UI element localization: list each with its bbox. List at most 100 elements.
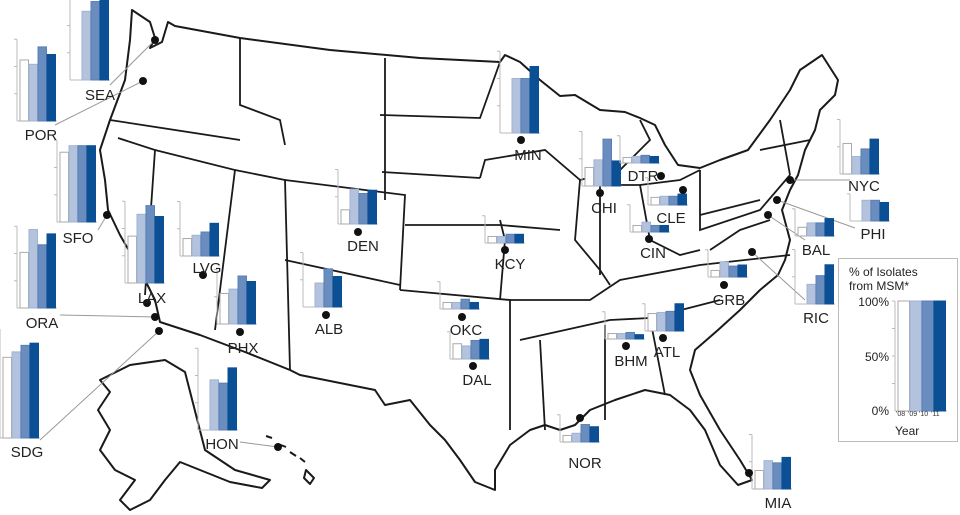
mini-chart-hon bbox=[195, 347, 238, 431]
bar-2008 bbox=[607, 333, 617, 340]
legend-title-line1: % of Isolates bbox=[849, 265, 918, 279]
city-label: MIN bbox=[514, 147, 542, 164]
bar-2008 bbox=[452, 343, 462, 360]
bar-2010 bbox=[505, 233, 515, 244]
contiguous-us-outline bbox=[99, 9, 839, 491]
city-marker bbox=[151, 313, 159, 321]
bar-2011 bbox=[469, 301, 479, 310]
mini-chart-por bbox=[14, 38, 57, 122]
city-label: PHI bbox=[860, 226, 886, 243]
bar-2010 bbox=[77, 145, 87, 223]
bar-2010 bbox=[860, 148, 870, 175]
bar-2008 bbox=[19, 251, 29, 309]
city-label: ALB bbox=[314, 321, 344, 338]
mini-chart-kcy bbox=[482, 215, 525, 244]
bar-2011 bbox=[209, 222, 219, 257]
city-marker bbox=[155, 327, 163, 335]
bar-2009 bbox=[81, 10, 91, 81]
bar-2011 bbox=[824, 264, 834, 305]
bar-2008 bbox=[584, 166, 594, 187]
mini-chart-sfo bbox=[54, 139, 97, 223]
bar-2008 bbox=[340, 209, 350, 225]
bar-2009 bbox=[593, 159, 603, 187]
city-marker bbox=[657, 172, 665, 180]
bar-2011 bbox=[649, 155, 659, 164]
bar-2009 bbox=[631, 155, 641, 164]
bar-2009 bbox=[228, 288, 238, 325]
bar-2008 bbox=[647, 313, 657, 332]
bar-2011 bbox=[227, 367, 237, 431]
bar-2009 bbox=[28, 63, 38, 122]
legend-title-line2: from MSM* bbox=[849, 279, 909, 293]
bar-2011 bbox=[589, 426, 599, 443]
mini-chart-den bbox=[335, 169, 378, 225]
mini-chart-phx bbox=[214, 269, 257, 325]
city-label: NYC bbox=[848, 178, 880, 195]
mini-chart-nor bbox=[557, 414, 600, 443]
bar-2009 bbox=[909, 300, 922, 412]
city-marker bbox=[645, 235, 653, 243]
city-label: ORA bbox=[25, 315, 59, 332]
bar-2010 bbox=[640, 154, 650, 164]
bar-2011 bbox=[367, 189, 377, 225]
city-marker bbox=[103, 211, 111, 219]
bar-2009 bbox=[719, 261, 729, 278]
leader-line bbox=[59, 314, 156, 318]
city-label: HON bbox=[205, 436, 239, 453]
legend-bars bbox=[892, 300, 947, 412]
city-marker bbox=[236, 328, 244, 336]
bar-2008 bbox=[710, 269, 720, 278]
bar-2010 bbox=[668, 195, 678, 206]
bar-2009 bbox=[656, 311, 666, 332]
bar-2011 bbox=[634, 334, 644, 340]
city-label: CLE bbox=[656, 210, 686, 227]
bar-2011 bbox=[659, 224, 669, 233]
city-label: PHX bbox=[227, 340, 259, 357]
leader-line bbox=[39, 330, 160, 441]
bar-2010 bbox=[580, 424, 590, 443]
bar-2009 bbox=[641, 221, 651, 233]
city-marker bbox=[517, 136, 525, 144]
bar-2008 bbox=[632, 224, 642, 233]
bar-2010 bbox=[772, 462, 782, 490]
mini-chart-ric bbox=[792, 249, 835, 305]
bar-2009 bbox=[763, 460, 773, 490]
city-marker bbox=[786, 176, 794, 184]
city-label: SFO bbox=[62, 230, 94, 247]
city-marker bbox=[745, 469, 753, 477]
bar-2010 bbox=[145, 205, 155, 284]
mini-chart-lvg bbox=[177, 201, 220, 257]
bar-2011 bbox=[99, 0, 109, 81]
bar-2009 bbox=[11, 351, 21, 439]
bar-2011 bbox=[514, 233, 524, 244]
legend-tick-0: 0% bbox=[871, 404, 889, 418]
bar-2010 bbox=[237, 275, 247, 325]
city-marker bbox=[143, 299, 151, 307]
bar-2009 bbox=[209, 379, 219, 431]
city-label: RIC bbox=[803, 310, 829, 327]
bar-2009 bbox=[191, 234, 201, 257]
bar-2011 bbox=[737, 264, 747, 278]
leader-line bbox=[239, 441, 279, 448]
legend-year-09: '09 bbox=[908, 411, 918, 418]
alaska-outline bbox=[97, 359, 271, 511]
mini-chart-bal bbox=[792, 208, 835, 237]
bar-2008 bbox=[59, 151, 69, 223]
city-label: DTR bbox=[627, 168, 659, 185]
bar-2010 bbox=[470, 339, 480, 360]
bar-2010 bbox=[358, 192, 368, 225]
bar-2008 bbox=[182, 238, 192, 257]
bar-2011 bbox=[674, 303, 684, 332]
mini-chart-dtr bbox=[617, 135, 660, 164]
leader-line bbox=[54, 80, 144, 126]
city-marker bbox=[354, 228, 362, 236]
bar-2009 bbox=[806, 283, 816, 305]
bar-2011 bbox=[479, 338, 489, 360]
bar-2009 bbox=[806, 222, 816, 237]
city-label: ATL bbox=[653, 344, 681, 361]
bar-2008 bbox=[219, 292, 229, 325]
bar-2010 bbox=[665, 310, 675, 332]
city-label: MIA bbox=[764, 495, 792, 512]
mini-chart-sdg bbox=[0, 329, 40, 439]
